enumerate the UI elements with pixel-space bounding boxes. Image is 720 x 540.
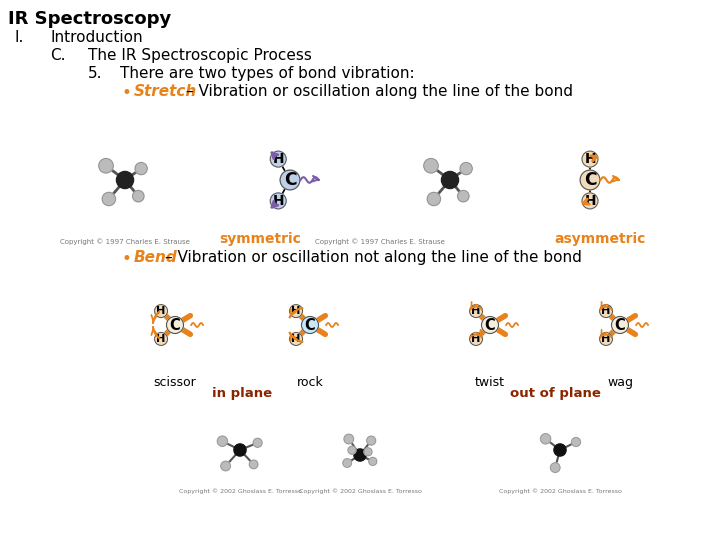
Text: H: H: [156, 334, 166, 344]
Text: asymmetric: asymmetric: [554, 232, 646, 246]
Circle shape: [469, 333, 482, 346]
Circle shape: [441, 172, 459, 188]
Text: H: H: [156, 306, 166, 316]
Text: C: C: [305, 318, 315, 333]
Text: wag: wag: [607, 376, 633, 389]
Text: H: H: [601, 334, 611, 344]
Circle shape: [249, 460, 258, 469]
Text: rock: rock: [297, 376, 323, 389]
Text: symmetric: symmetric: [219, 232, 301, 246]
Circle shape: [348, 446, 356, 454]
Text: Bend: Bend: [134, 250, 178, 265]
Text: twist: twist: [475, 376, 505, 389]
Circle shape: [135, 163, 147, 174]
Text: I.: I.: [15, 30, 24, 45]
Text: H: H: [584, 152, 595, 166]
Text: C: C: [284, 171, 297, 189]
Circle shape: [460, 163, 472, 174]
Circle shape: [99, 159, 113, 173]
Circle shape: [289, 333, 302, 346]
Text: H: H: [272, 152, 284, 166]
Circle shape: [302, 316, 318, 334]
Circle shape: [102, 192, 115, 206]
Circle shape: [550, 463, 560, 472]
Circle shape: [582, 151, 598, 167]
Text: C: C: [584, 171, 596, 189]
Circle shape: [132, 191, 144, 202]
Text: H: H: [584, 194, 595, 208]
Circle shape: [343, 458, 351, 467]
Text: H: H: [472, 306, 481, 316]
Circle shape: [166, 316, 184, 334]
Text: H: H: [292, 334, 301, 344]
Circle shape: [600, 305, 613, 318]
Text: Copyright © 2002 Ghoslass E. Torresso: Copyright © 2002 Ghoslass E. Torresso: [299, 488, 421, 494]
Text: H: H: [272, 194, 284, 208]
Text: – Vibration or oscillation not along the line of the bond: – Vibration or oscillation not along the…: [165, 250, 582, 265]
Circle shape: [580, 170, 600, 190]
Circle shape: [482, 316, 498, 334]
Text: The IR Spectroscopic Process: The IR Spectroscopic Process: [88, 48, 312, 63]
Text: Copyright © 2002 Ghoslass E. Torresso: Copyright © 2002 Ghoslass E. Torresso: [498, 488, 621, 494]
Circle shape: [572, 437, 580, 447]
Text: scissor: scissor: [153, 376, 197, 389]
Circle shape: [424, 159, 438, 173]
Circle shape: [289, 305, 302, 318]
Text: Introduction: Introduction: [50, 30, 143, 45]
Text: •: •: [122, 84, 132, 102]
Text: H: H: [472, 334, 481, 344]
Text: Copyright © 1997 Charles E. Strause: Copyright © 1997 Charles E. Strause: [60, 238, 190, 245]
Circle shape: [364, 448, 372, 456]
Text: in plane: in plane: [212, 387, 272, 400]
Circle shape: [155, 333, 168, 346]
Text: H: H: [601, 306, 611, 316]
Circle shape: [280, 170, 300, 190]
Circle shape: [427, 192, 441, 206]
Text: IR Spectroscopy: IR Spectroscopy: [8, 10, 171, 28]
Text: C: C: [485, 318, 495, 333]
Circle shape: [234, 444, 246, 456]
Text: out of plane: out of plane: [510, 387, 600, 400]
Circle shape: [541, 434, 551, 444]
Circle shape: [458, 191, 469, 202]
Text: •: •: [122, 250, 132, 268]
Text: Stretch: Stretch: [134, 84, 197, 99]
Circle shape: [600, 333, 613, 346]
Circle shape: [270, 193, 287, 209]
Circle shape: [217, 436, 228, 447]
Circle shape: [270, 151, 287, 167]
Circle shape: [366, 436, 376, 445]
Text: C: C: [615, 318, 626, 333]
Circle shape: [221, 461, 230, 471]
Text: – Vibration or oscillation along the line of the bond: – Vibration or oscillation along the lin…: [186, 84, 573, 99]
Circle shape: [582, 193, 598, 209]
Circle shape: [344, 434, 354, 444]
Circle shape: [354, 449, 366, 461]
Circle shape: [253, 438, 262, 447]
Text: C: C: [170, 318, 181, 333]
Circle shape: [117, 172, 133, 188]
Text: There are two types of bond vibration:: There are two types of bond vibration:: [120, 66, 415, 81]
Text: H: H: [292, 306, 301, 316]
Circle shape: [554, 444, 566, 456]
Circle shape: [611, 316, 629, 334]
Text: Copyright © 2002 Ghoslass E. Torresso: Copyright © 2002 Ghoslass E. Torresso: [179, 488, 302, 494]
Circle shape: [155, 305, 168, 318]
Circle shape: [369, 457, 377, 465]
Text: Copyright © 1997 Charles E. Strause: Copyright © 1997 Charles E. Strause: [315, 238, 445, 245]
Text: C.: C.: [50, 48, 66, 63]
Text: 5.: 5.: [88, 66, 102, 81]
Circle shape: [469, 305, 482, 318]
